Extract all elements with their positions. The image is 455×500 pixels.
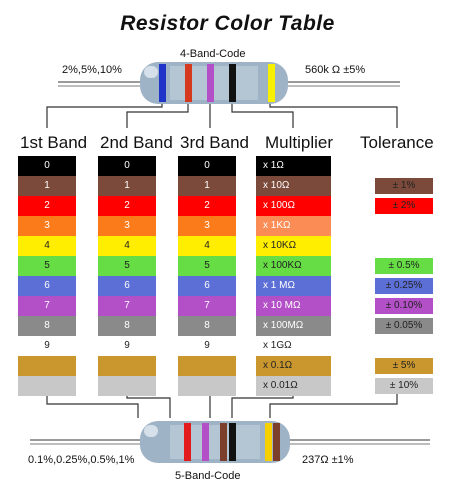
- band-cell-yellow: 4: [98, 236, 156, 256]
- band-cell-green: 5: [98, 256, 156, 276]
- five-band-tolerances: 0.1%,0.25%,0.5%,1%: [28, 454, 135, 466]
- multiplier-cell-violet: x 10 MΩ: [256, 296, 331, 316]
- band-cell-red: 2: [98, 196, 156, 216]
- band-cell-gold: [98, 356, 156, 376]
- band-cell-violet: 7: [98, 296, 156, 316]
- band-cell-yellow: 4: [18, 236, 76, 256]
- multiplier-cell-yellow: x 10KΩ: [256, 236, 331, 256]
- tolerance-cell-red: ± 2%: [375, 198, 433, 214]
- header-3rd-band: 3rd Band: [180, 133, 249, 152]
- header-tolerance: Tolerance: [360, 133, 434, 152]
- band-cell-gold: [178, 356, 236, 376]
- five-band-example: 237Ω ±1%: [302, 454, 354, 466]
- band-cell-black: 0: [178, 156, 236, 176]
- band-cell-red: 2: [18, 196, 76, 216]
- band-cell-silver: [18, 376, 76, 396]
- resistor-5band-band-3: [220, 423, 227, 461]
- band-cell-brown: 1: [178, 176, 236, 196]
- diagram-title: Resistor Color Table: [120, 12, 335, 35]
- resistor-5band-band-5: [265, 423, 272, 461]
- band-cell-orange: 3: [178, 216, 236, 236]
- band-cell-grey: 8: [178, 316, 236, 336]
- band-cell-white: 9: [98, 336, 156, 356]
- four-band-tolerances: 2%,5%,10%: [62, 64, 122, 76]
- tolerance-cell-violet: ± 0.10%: [375, 298, 433, 314]
- resistor-5band-band-1: [184, 423, 191, 461]
- four-band-label: 4-Band-Code: [180, 48, 246, 60]
- header-1st-band: 1st Band: [20, 133, 88, 152]
- band-cell-black: 0: [98, 156, 156, 176]
- band-cell-yellow: 4: [178, 236, 236, 256]
- four-band-example: 560k Ω ±5%: [305, 64, 366, 76]
- multiplier-cell-blue: x 1 MΩ: [256, 276, 331, 296]
- band-cell-silver: [178, 376, 236, 396]
- resistor-4band-band-3: [207, 64, 214, 102]
- tolerance-cell-blue: ± 0.25%: [375, 278, 433, 294]
- multiplier-cell-white: x 1GΩ: [256, 336, 331, 356]
- band-cell-blue: 6: [178, 276, 236, 296]
- resistor-5band-band-2: [202, 423, 209, 461]
- band-cell-black: 0: [18, 156, 76, 176]
- multiplier-cell-black: x 1Ω: [256, 156, 331, 176]
- band-cell-orange: 3: [18, 216, 76, 236]
- band-cell-white: 9: [18, 336, 76, 356]
- multiplier-cell-gold: x 0.1Ω: [256, 356, 331, 376]
- band-cell-grey: 8: [18, 316, 76, 336]
- band-cell-grey: 8: [98, 316, 156, 336]
- band-cell-blue: 6: [98, 276, 156, 296]
- band-cell-violet: 7: [178, 296, 236, 316]
- band-cell-silver: [98, 376, 156, 396]
- band-cell-violet: 7: [18, 296, 76, 316]
- resistor-4band-band-1: [159, 64, 166, 102]
- multiplier-cell-red: x 100Ω: [256, 196, 331, 216]
- resistor-5band-band-6: [273, 423, 280, 461]
- tolerance-cell-grey: ± 0.05%: [375, 318, 433, 334]
- tolerance-cell-brown: ± 1%: [375, 178, 433, 194]
- band-cell-green: 5: [178, 256, 236, 276]
- resistor-4band-band-4: [229, 64, 236, 102]
- multiplier-cell-brown: x 10Ω: [256, 176, 331, 196]
- band-cell-blue: 6: [18, 276, 76, 296]
- multiplier-cell-silver: x 0.01Ω: [256, 376, 331, 396]
- header-2nd-band: 2nd Band: [100, 133, 173, 152]
- five-band-label: 5-Band-Code: [175, 470, 241, 482]
- band-cell-orange: 3: [98, 216, 156, 236]
- header-multiplier: Multiplier: [265, 133, 334, 152]
- tolerance-cell-silver: ± 10%: [375, 378, 433, 394]
- multiplier-cell-orange: x 1KΩ: [256, 216, 331, 236]
- band-cell-red: 2: [178, 196, 236, 216]
- resistor-4band-band-2: [185, 64, 192, 102]
- resistor-5band-band-4: [229, 423, 236, 461]
- tolerance-cell-green: ± 0.5%: [375, 258, 433, 274]
- band-cell-white: 9: [178, 336, 236, 356]
- tolerance-cell-gold: ± 5%: [375, 358, 433, 374]
- multiplier-cell-grey: x 100MΩ: [256, 316, 331, 336]
- band-cell-brown: 1: [98, 176, 156, 196]
- band-cell-gold: [18, 356, 76, 376]
- resistor-4band-band-5: [268, 64, 275, 102]
- band-cell-green: 5: [18, 256, 76, 276]
- band-cell-brown: 1: [18, 176, 76, 196]
- multiplier-cell-green: x 100KΩ: [256, 256, 331, 276]
- column-multiplier: x 1Ω x 10Ω x 100Ω x 1KΩ x 10KΩ x 100KΩ x 1 MΩ x…: [256, 156, 331, 396]
